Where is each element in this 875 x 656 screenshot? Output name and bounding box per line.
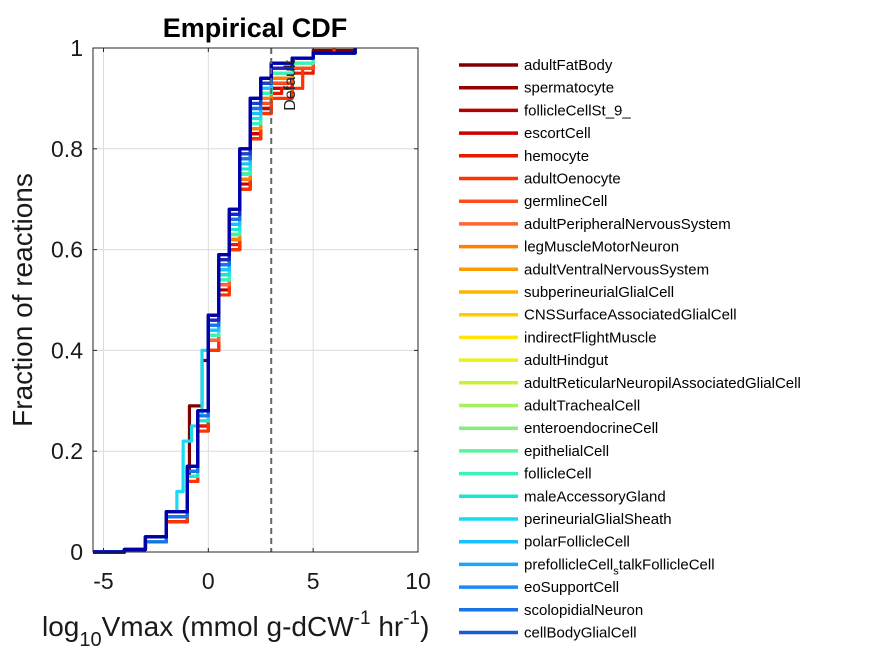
x-tick-label: 5 [307,568,320,594]
x-axis-label: log10Vmax (mmol g-dCW-1 hr-1) [42,608,429,651]
legend-label: hemocyte [524,148,589,165]
chart-title: Empirical CDF [163,13,348,43]
axes-background [93,48,418,552]
cdf-curves [93,48,357,554]
x-axis-label-base: log [42,611,79,642]
legend-label: cellBodyGlialCell [524,625,637,642]
legend-label: adultHindgut [524,352,609,369]
legend-label: legMuscleMotorNeuron [524,239,679,256]
legend-label: spermatocyte [524,80,614,97]
legend-label: perineurialGlialSheath [524,511,672,528]
legend-label: adultTrachealCell [524,398,640,415]
x-axis-label-mid: Vmax (mmol g-dCW [102,611,355,642]
legend-label: scolopidialNeuron [524,602,643,619]
x-axis-ticks: -5 0 5 10 [93,48,431,594]
legend-label: maleAccessoryGland [524,488,666,505]
legend-label: adultVentralNervousSystem [524,261,709,278]
default-reference-line: Default [270,48,299,552]
legend-label: adultReticularNeuropilAssociatedGlialCel… [524,375,801,392]
cdf-line-extra-4 [93,48,357,554]
legend-label: CNSSurfaceAssociatedGlialCell [524,307,737,324]
legend-label: enteroendocrineCell [524,420,658,437]
y-tick-label: 0.6 [51,237,83,263]
default-line-label: Default [282,59,299,110]
legend-label: epithelialCell [524,443,609,460]
legend-label: polarFollicleCell [524,534,630,551]
y-axis-label: Fraction of reactions [7,173,38,427]
legend-label: subperineurialGlialCell [524,284,674,301]
legend-label: prefollicleCellstalkFollicleCell [524,556,715,577]
y-axis-ticks: 0 0.2 0.4 0.6 0.8 1 [51,35,418,565]
legend-label: follicleCell [524,466,592,483]
x-axis-label-end: ) [420,611,429,642]
y-tick-label: 0.4 [51,337,83,363]
y-tick-label: 0.2 [51,438,83,464]
y-tick-label: 0 [70,539,83,565]
legend-label: adultPeripheralNervousSystem [524,216,731,233]
legend-label: adultFatBody [524,57,613,74]
plot-area: Default -5 0 5 10 0 0.2 0.4 0.6 0.8 1 [51,35,431,594]
legend-label: follicleCellSt_9_ [524,102,631,119]
x-axis-label-sup1: -1 [354,608,371,629]
legend-label: escortCell [524,125,591,142]
x-tick-label: 10 [405,568,431,594]
legend-label: germlineCell [524,193,607,210]
x-tick-label: 0 [202,568,215,594]
legend-label: indirectFlightMuscle [524,329,657,346]
legend-label: adultOenocyte [524,171,621,188]
axes-box [92,47,419,553]
legend-label: eoSupportCell [524,579,619,596]
legend: adultFatBody spermatocyte follicleCellSt_9… [459,57,801,642]
grid-lines [93,48,418,552]
y-tick-label: 0.8 [51,136,83,162]
x-axis-label-sub: 10 [79,629,101,651]
x-axis-label-mid2: hr [371,611,404,642]
x-tick-label: -5 [93,568,113,594]
y-tick-label: 1 [70,35,83,61]
x-axis-label-sup2: -1 [403,608,420,629]
